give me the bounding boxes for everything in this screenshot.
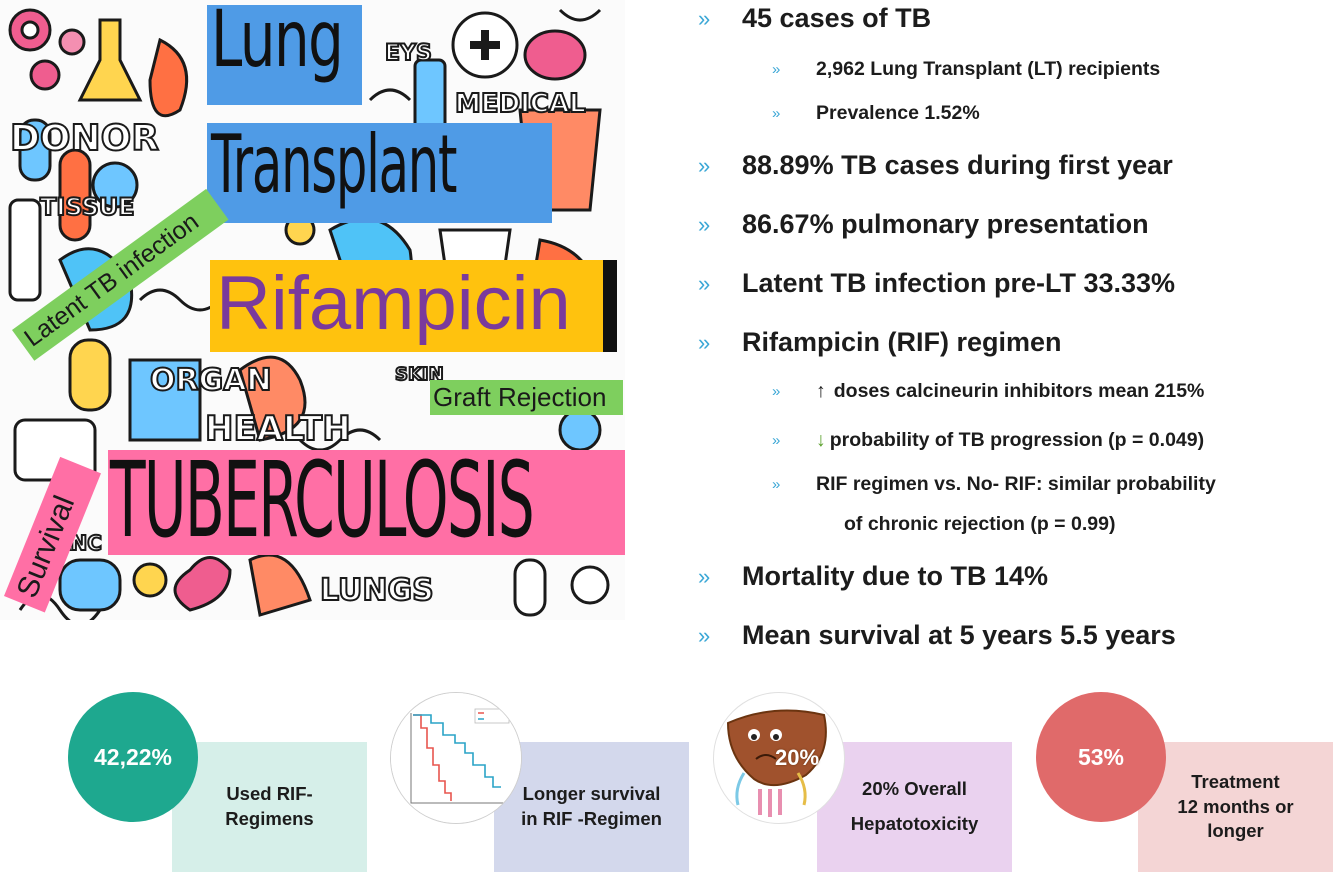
bullet-text: 86.67% pulmonary presentation bbox=[742, 209, 1149, 239]
label-graft-rejection: Graft Rejection bbox=[430, 380, 623, 415]
label-graft-rejection-text: Graft Rejection bbox=[433, 382, 607, 412]
bullet-text: Prevalence 1.52% bbox=[816, 102, 980, 124]
stat-circle-value: 53% bbox=[1077, 743, 1125, 770]
bullet-marker-icon: » bbox=[772, 476, 781, 493]
doodle-word-health: HEALTH bbox=[205, 409, 351, 449]
bullet-text: of chronic rejection (p = 0.99) bbox=[844, 513, 1116, 535]
stat-card-box: Longer survival in RIF -Regimen bbox=[494, 742, 689, 872]
bullet-text: Latent TB infection pre-LT 33.33% bbox=[742, 268, 1176, 298]
bullet-continuation: of chronic rejection (p = 0.99) bbox=[844, 513, 1115, 536]
stat-card-line: Used RIF- bbox=[226, 783, 313, 805]
bullet-marker-icon: » bbox=[772, 383, 781, 400]
stat-card-line: Treatment bbox=[1191, 770, 1280, 792]
bullet-text: 45 cases of TB bbox=[742, 3, 932, 33]
stat-card-line: Regimens bbox=[225, 808, 314, 829]
bullet-marker-icon: » bbox=[698, 153, 711, 178]
stat-circle: 42,22% bbox=[68, 692, 198, 822]
bullet-text: Mortality due to TB 14% bbox=[742, 561, 1049, 591]
bullet-marker-icon: » bbox=[698, 564, 711, 589]
bullet-text: RIF regimen vs. No- RIF: similar probabi… bbox=[816, 473, 1216, 495]
stat-card-line: longer bbox=[1207, 820, 1264, 842]
stat-card-line: in RIF -Regimen bbox=[521, 808, 662, 829]
bullet-text: Rifampicin (RIF) regimen bbox=[742, 327, 1062, 357]
doodle-word-organ: ORGAN bbox=[150, 363, 272, 398]
bullet-marker-icon: » bbox=[698, 271, 711, 296]
bullet-marker-icon: » bbox=[772, 61, 781, 78]
bullet-marker-icon: » bbox=[698, 6, 711, 31]
stat-circle-value: 20% bbox=[774, 745, 820, 770]
label-tuberculosis-text: TUBERCULOSIS bbox=[110, 439, 535, 561]
bullet-text: doses calcineurin inhibitors mean 215% bbox=[833, 380, 1205, 402]
label-transplant-text: Transplant bbox=[211, 118, 457, 211]
bullet-marker-icon: » bbox=[698, 623, 711, 648]
doodle-word-medical: MEDICAL bbox=[455, 89, 586, 119]
label-lung: Lung bbox=[207, 1, 362, 105]
stat-circle: 20% bbox=[713, 692, 845, 824]
bullet-text: probability of TB progression (p = 0.049… bbox=[829, 429, 1205, 451]
bullet-marker-icon: » bbox=[772, 432, 781, 449]
stat-card-line: 20% Overall bbox=[862, 778, 967, 800]
bullet-text: 88.89% TB cases during first year bbox=[742, 150, 1173, 180]
sick-liver-icon bbox=[726, 709, 827, 817]
arrow-down-icon: ↓ bbox=[816, 429, 826, 451]
bullet-text: 2,962 Lung Transplant (LT) recipients bbox=[816, 58, 1161, 80]
stat-card-line: Hepatotoxicity bbox=[850, 813, 979, 834]
label-transplant: Transplant bbox=[207, 123, 552, 223]
doodle-word-donor: DONOR bbox=[10, 118, 159, 159]
label-tuberculosis: TUBERCULOSIS bbox=[108, 439, 625, 561]
stat-card-box: Treatment 12 months or longer bbox=[1138, 742, 1333, 872]
bullet-marker-icon: » bbox=[698, 212, 711, 237]
stat-card-box: Used RIF- Regimens bbox=[172, 742, 367, 872]
stat-card-line: 12 months or bbox=[1177, 795, 1294, 817]
label-rifampicin-text: Rifampicin bbox=[216, 261, 571, 346]
survival-curve-icon bbox=[391, 693, 521, 823]
arrow-up-icon: ↑ bbox=[816, 380, 826, 402]
survival-plot-thumbnail bbox=[390, 692, 522, 824]
doodle-word-lungs: LUNGS bbox=[320, 573, 434, 608]
bullet-text: Mean survival at 5 years 5.5 years bbox=[742, 620, 1176, 650]
stat-circle-value: 42,22% bbox=[93, 743, 172, 770]
stat-card-box: 20% Overall Hepatotoxicity bbox=[817, 742, 1012, 872]
doodle-word-eys: EYS bbox=[385, 41, 432, 66]
label-rifampicin: Rifampicin bbox=[210, 260, 617, 352]
stat-card-line: Longer survival bbox=[522, 783, 661, 805]
stat-circle: 53% bbox=[1036, 692, 1166, 822]
label-lung-text: Lung bbox=[211, 0, 344, 85]
doodle-word-tissue: TISSUE bbox=[40, 193, 135, 221]
bullet-marker-icon: » bbox=[772, 105, 781, 122]
collage-image: DONOR MEDICAL EYS HEALTH LUNGS SKIN ORGA… bbox=[0, 0, 625, 620]
findings-list: » 45 cases of TB » 2,962 Lung Transplant… bbox=[698, 3, 1216, 650]
bullet-marker-icon: » bbox=[698, 330, 711, 355]
